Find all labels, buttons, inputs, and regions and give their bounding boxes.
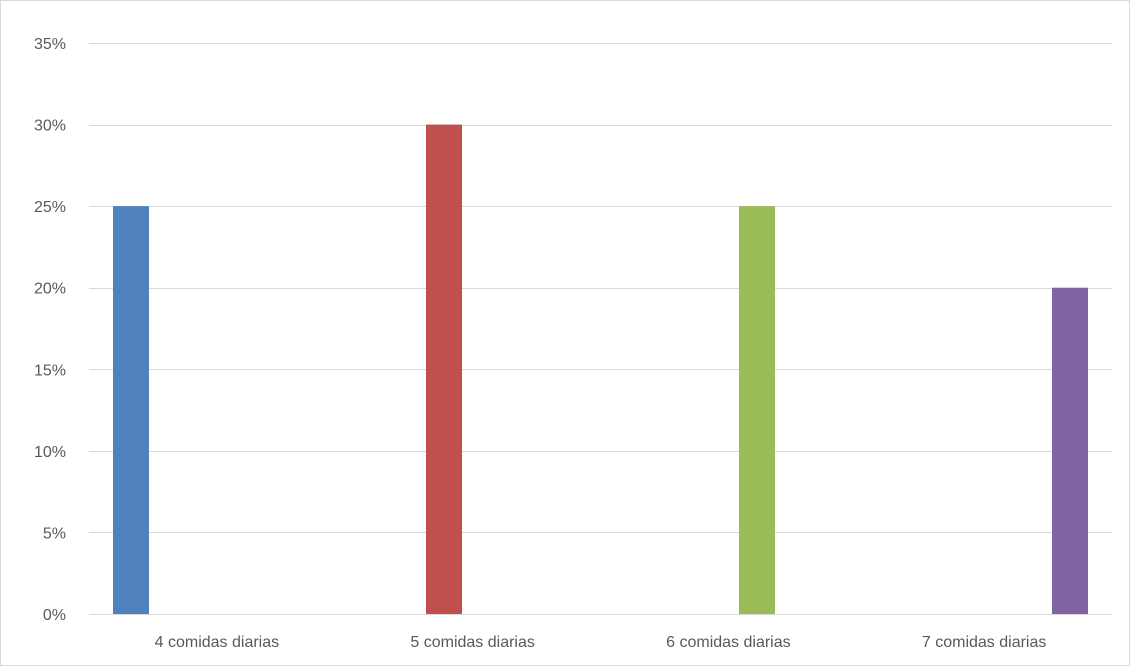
- bar-4: [1052, 287, 1088, 614]
- y-tick-label: 15%: [34, 362, 66, 379]
- bar-1: [113, 206, 149, 614]
- x-tick-label: 7 comidas diarias: [922, 634, 1047, 651]
- x-tick-label: 6 comidas diarias: [666, 634, 791, 651]
- y-tick-label: 10%: [34, 444, 66, 461]
- y-tick-label: 25%: [34, 199, 66, 216]
- y-tick-label: 0%: [43, 607, 66, 624]
- bar-3: [739, 206, 775, 614]
- y-tick-label: 35%: [34, 36, 66, 53]
- y-tick-label: 30%: [34, 118, 66, 135]
- x-tick-label: 5 comidas diarias: [410, 634, 535, 651]
- bar-2: [426, 124, 462, 615]
- y-tick-label: 20%: [34, 281, 66, 298]
- y-tick-label: 5%: [43, 525, 66, 542]
- x-tick-label: 4 comidas diarias: [155, 634, 280, 651]
